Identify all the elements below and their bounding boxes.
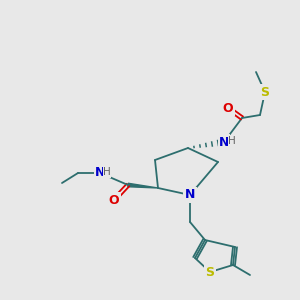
Text: H: H [103, 167, 111, 177]
Text: O: O [109, 194, 119, 206]
Text: S: S [260, 85, 269, 98]
Text: H: H [228, 136, 236, 146]
Text: N: N [95, 167, 105, 179]
Text: O: O [223, 101, 233, 115]
Polygon shape [128, 183, 158, 188]
Text: N: N [219, 136, 229, 148]
Text: S: S [206, 266, 214, 278]
Text: N: N [185, 188, 195, 202]
